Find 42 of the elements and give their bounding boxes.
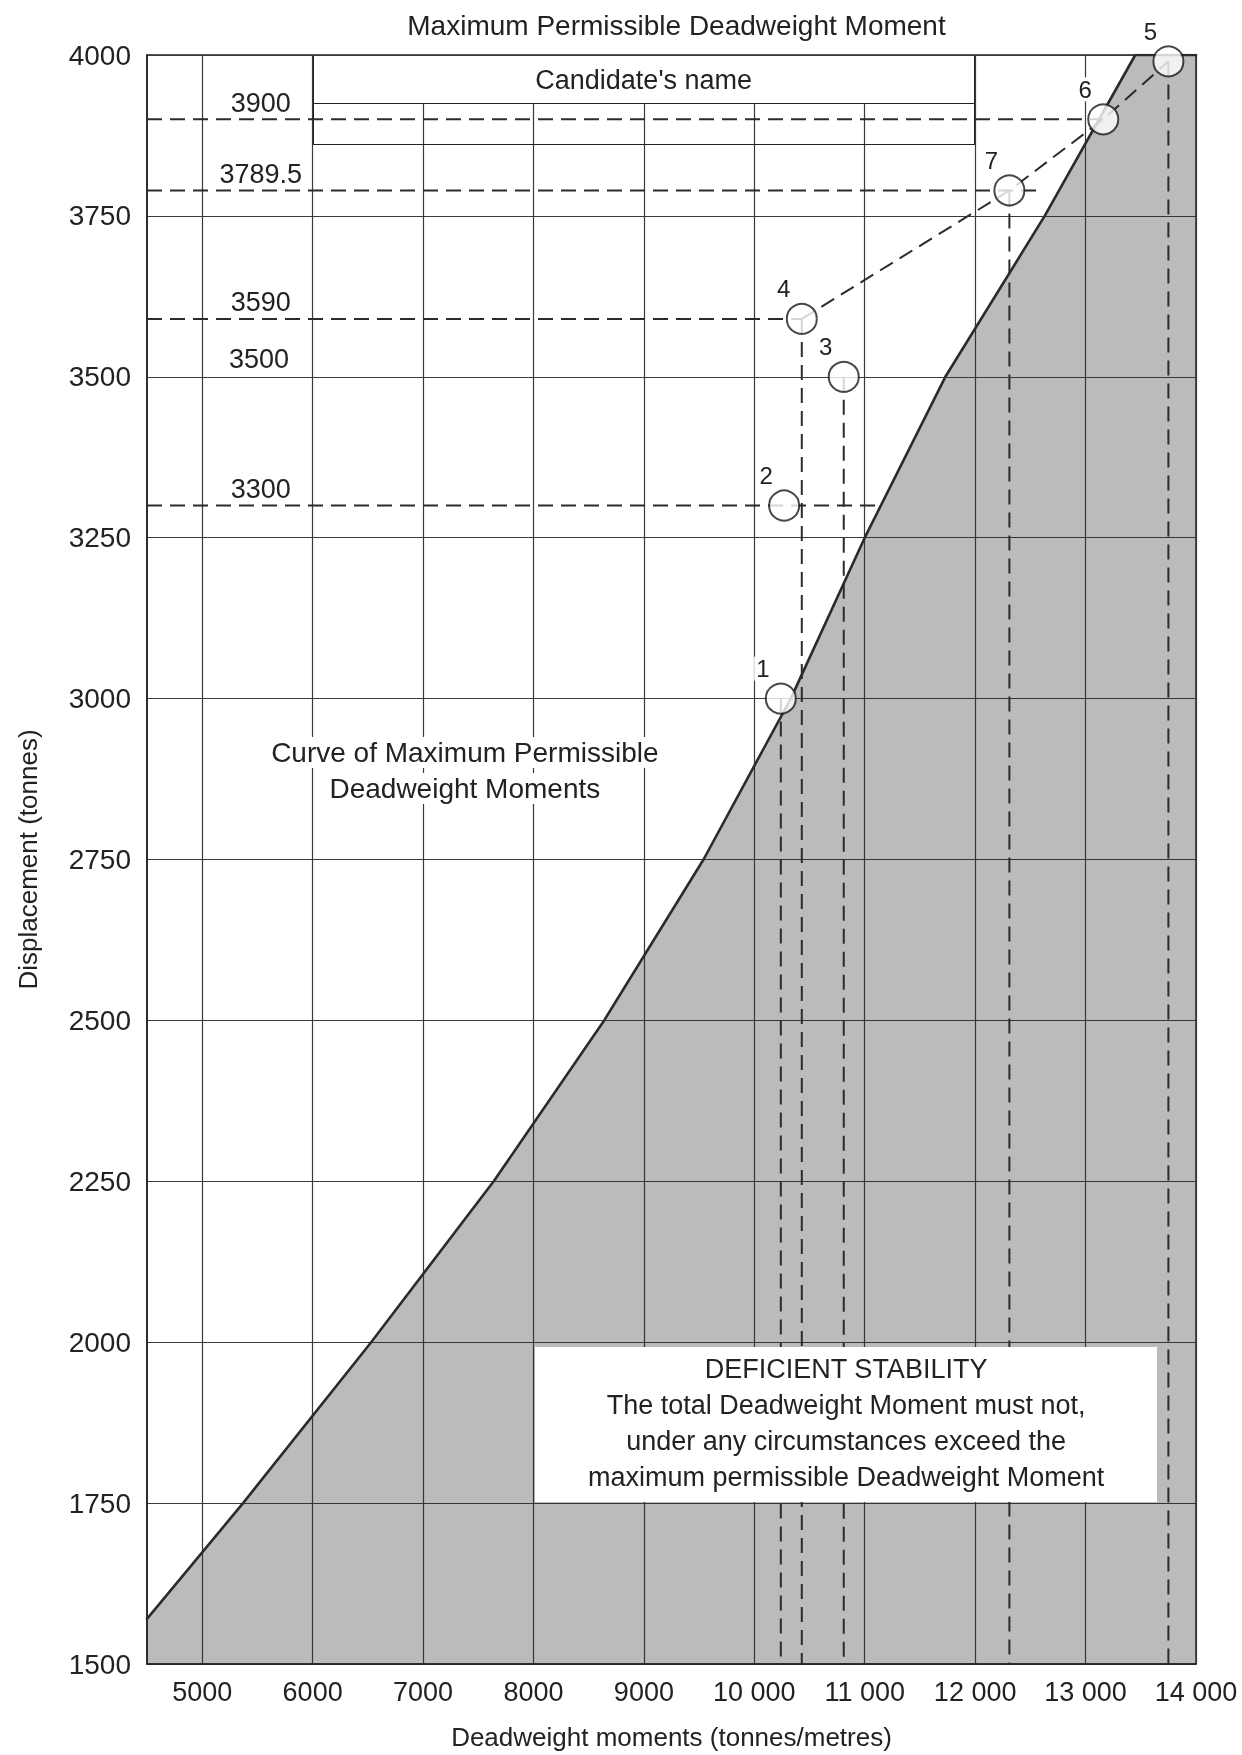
annotation: 3300 (230, 474, 291, 505)
y-tick-label: 3000 (68, 683, 131, 715)
text: Curve of Maximum Permissible Deadweight Moments (271, 736, 659, 804)
x-tick-label: 14 000 (1154, 1676, 1238, 1707)
x-tick-label: 13 000 (1044, 1676, 1127, 1707)
x-tick-label: 11 000 (824, 1676, 906, 1707)
annotation: DEFICIENT STABILITY (703, 1353, 989, 1386)
y-tick-label: 3250 (68, 522, 131, 554)
y-tick-label: 2250 (68, 1165, 131, 1197)
annotation: 3900 (230, 87, 291, 118)
x-tick-label: 6000 (282, 1676, 343, 1707)
note-box: DEFICIENT STABILITY The total Deadweight Moment must not, under any circumstances exceed the maximum permissible Deadweight Moment (535, 1347, 1158, 1502)
y-tick-label: 2500 (68, 1004, 131, 1036)
name-field: Candidate's name (312, 56, 975, 146)
annotation: 5 (1143, 17, 1158, 45)
annotation: 3 (819, 333, 833, 361)
x-tick-label: 10 000 (713, 1676, 796, 1707)
annotation: 3789.5 (219, 158, 303, 189)
y-tick-label: 3500 (68, 361, 131, 393)
x-axis-title: Deadweight moments (tonnes/metres) (451, 1722, 892, 1752)
x-tick-label: 12 000 (933, 1676, 1017, 1707)
x-tick-label: 7000 (393, 1676, 454, 1707)
annotation: 7 (984, 146, 999, 174)
annotation: 3590 (230, 287, 291, 318)
x-tick-label: 8000 (503, 1676, 564, 1707)
annotation: The total Deadweight Moment must not, under any circumstances exceed the maximum permissible Deadweight Moment (587, 1389, 1106, 1494)
y-tick-label: 2750 (68, 844, 131, 875)
x-tick-label: 5000 (172, 1676, 233, 1707)
y-tick-label: 3750 (68, 200, 131, 232)
annotation: 1 (756, 655, 770, 683)
y-tick-label: 4000 (68, 39, 131, 71)
y-tick-label: 2000 (68, 1326, 131, 1358)
y-tick-label: 1500 (68, 1648, 131, 1680)
x-tick-label: 9000 (613, 1676, 674, 1707)
y-tick-label: 1750 (68, 1487, 131, 1519)
annotation: 2 (759, 462, 773, 490)
chart-title: Maximum Permissible Deadweight Moment (407, 9, 946, 41)
annotation: 6 (1078, 75, 1092, 103)
annotation: 4 (777, 275, 791, 303)
annotation: Candidate's name (535, 64, 753, 95)
y-axis-title: Displacement (tonnes) (13, 729, 43, 990)
ref-line-label: 3500 (229, 344, 290, 375)
